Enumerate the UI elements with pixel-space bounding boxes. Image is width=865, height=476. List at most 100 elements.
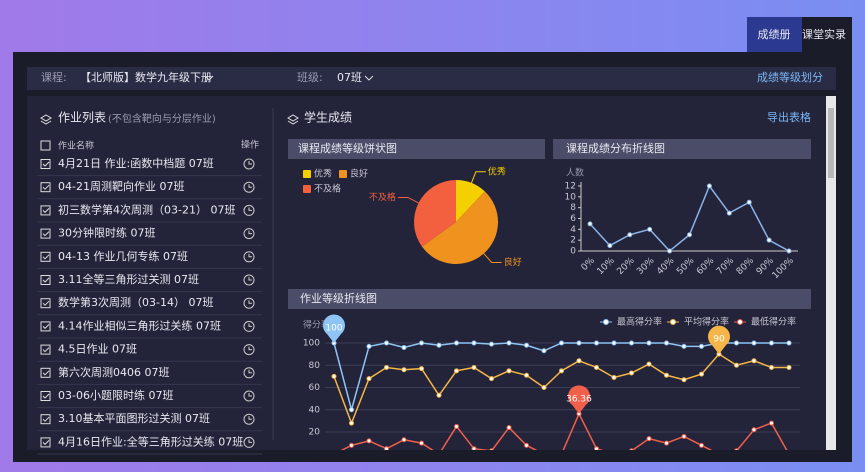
- action-icon[interactable]: [243, 320, 255, 332]
- action-icon[interactable]: [243, 158, 255, 170]
- point: [646, 340, 652, 346]
- checkbox[interactable]: [40, 437, 51, 448]
- action-icon-hand: [248, 253, 252, 258]
- chart-title: 课程成绩分布折线图: [566, 141, 665, 155]
- homework-item[interactable]: 4月21日 作业:函数中档题 07班: [58, 156, 214, 170]
- point: [506, 340, 512, 346]
- pie-slice: [413, 180, 456, 247]
- axis-label: 人数: [566, 167, 584, 179]
- action-icon[interactable]: [243, 390, 255, 402]
- action-icon[interactable]: [243, 344, 255, 356]
- point: [699, 371, 704, 377]
- point: [471, 446, 477, 450]
- course-select[interactable]: 【北师版】数学九年级下册: [80, 70, 212, 84]
- peak-label: 100: [325, 324, 342, 334]
- tab[interactable]: [802, 17, 852, 53]
- action-icon-hand: [248, 369, 252, 374]
- leader-line: [470, 171, 486, 184]
- homework-item[interactable]: 4.14作业相似三角形过关练 07班: [58, 318, 221, 332]
- checkbox[interactable]: [40, 367, 51, 378]
- slice-label: 不及格: [369, 191, 396, 203]
- checkbox[interactable]: [40, 159, 51, 169]
- point: [734, 340, 739, 346]
- action-icon[interactable]: [243, 413, 255, 425]
- check: [42, 254, 50, 260]
- homework-item[interactable]: 04-13 作业几何专练 07班: [58, 249, 188, 263]
- tab-label[interactable]: 成绩册: [758, 28, 791, 41]
- point: [471, 340, 477, 346]
- point: [384, 446, 389, 450]
- point: [349, 407, 354, 413]
- checkbox[interactable]: [40, 298, 51, 309]
- action-icon[interactable]: [243, 181, 255, 193]
- leader-line: [483, 253, 502, 264]
- col-name: 作业名称: [58, 140, 94, 152]
- checkbox[interactable]: [40, 182, 51, 193]
- action-icon[interactable]: [243, 367, 255, 379]
- action-icon[interactable]: [243, 274, 255, 286]
- checkbox[interactable]: [40, 228, 51, 239]
- checkbox[interactable]: [40, 321, 51, 332]
- scroll-thumb[interactable]: [828, 108, 834, 178]
- checkbox[interactable]: [40, 251, 51, 262]
- pie-slice: [456, 180, 485, 222]
- homework-item[interactable]: 数学第3次周测（03-14） 07班: [58, 295, 213, 309]
- homework-item[interactable]: 30分钟限时练 07班: [58, 226, 156, 240]
- point: [366, 438, 372, 444]
- point: [681, 343, 687, 349]
- col-action: 操作: [241, 139, 259, 151]
- homework-item[interactable]: 3.10基本平面图形过关测 07班: [58, 411, 210, 425]
- point: [629, 448, 634, 450]
- export-link[interactable]: 导出表格: [767, 110, 811, 124]
- homework-item[interactable]: 4月16日作业:全等三角形过关练 07班: [58, 434, 243, 448]
- point: [751, 427, 757, 433]
- point: [611, 374, 617, 380]
- point: [489, 448, 494, 450]
- point: [559, 340, 564, 346]
- point: [706, 183, 712, 189]
- checkbox[interactable]: [40, 391, 51, 401]
- dropdown-icon: [364, 75, 374, 81]
- homework-item[interactable]: 初三数学第4次周测（03-21） 07班: [58, 202, 235, 216]
- layers-icon: [40, 114, 52, 125]
- point: [594, 340, 599, 346]
- action-icon[interactable]: [243, 228, 255, 240]
- point: [559, 368, 564, 374]
- action-icon[interactable]: [243, 204, 255, 216]
- homework-item[interactable]: 4.5日作业 07班: [58, 343, 137, 356]
- point: [629, 370, 634, 376]
- chart-title: 课程成绩等级饼状图: [298, 141, 397, 155]
- checkbox[interactable]: [40, 205, 51, 216]
- action-icon-hand: [248, 346, 252, 351]
- peak-pin: [323, 314, 345, 343]
- point: [646, 361, 652, 367]
- action-icon[interactable]: [243, 436, 255, 448]
- peak-label: 90: [713, 335, 725, 345]
- checkbox[interactable]: [40, 140, 51, 151]
- class-select[interactable]: 07班: [337, 71, 362, 84]
- grade-link[interactable]: 成绩等级划分: [757, 70, 823, 84]
- tab-label[interactable]: 课堂实录: [802, 27, 846, 41]
- point: [647, 226, 653, 232]
- y-tick-label: 20: [309, 428, 321, 438]
- check: [42, 393, 50, 399]
- action-icon-hand: [248, 230, 252, 235]
- homework-item[interactable]: 第六次周测0406 07班: [58, 365, 170, 379]
- point: [751, 358, 757, 364]
- check: [42, 231, 50, 237]
- homework-item[interactable]: 03-06小题限时练 07班: [58, 388, 173, 402]
- y-tick-label: 100: [303, 339, 320, 349]
- homework-item[interactable]: 3.11全等三角形过关测 07班: [58, 272, 199, 286]
- homework-item[interactable]: 04-21周测靶向作业 07班: [58, 179, 184, 193]
- checkbox[interactable]: [40, 414, 51, 425]
- checkbox[interactable]: [40, 344, 51, 355]
- checkbox[interactable]: [40, 275, 51, 285]
- action-icon[interactable]: [243, 251, 255, 263]
- scrollbar[interactable]: [826, 96, 836, 450]
- point: [384, 340, 389, 346]
- plot-area: [325, 340, 800, 450]
- tab-active[interactable]: [747, 17, 802, 53]
- action-icon[interactable]: [243, 297, 255, 309]
- y-tick-label: 6: [570, 214, 576, 224]
- point: [419, 340, 424, 346]
